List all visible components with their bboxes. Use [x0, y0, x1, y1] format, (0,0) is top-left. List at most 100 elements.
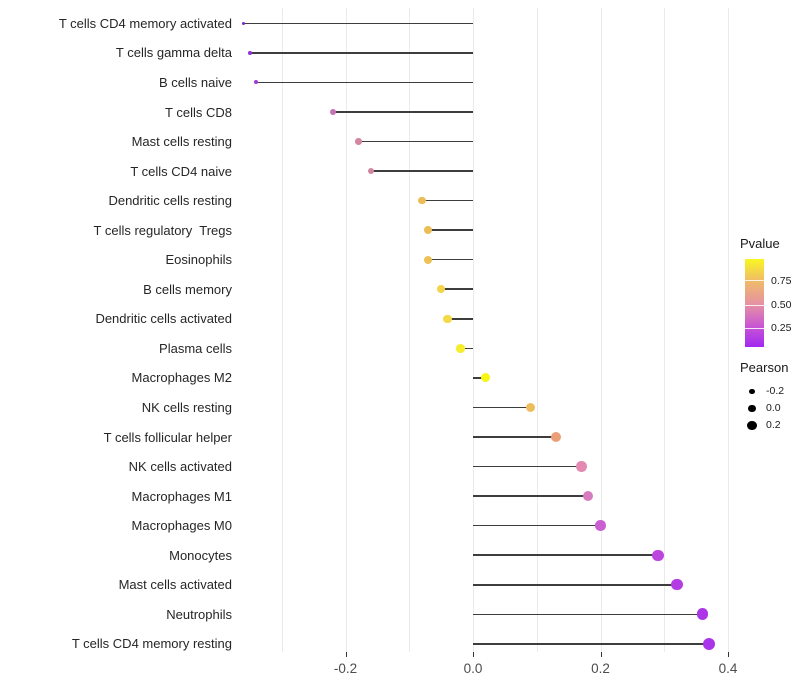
y-axis-label: Macrophages M1 [131, 488, 232, 504]
data-point [671, 578, 683, 591]
y-axis-label: Eosinophils [165, 252, 233, 268]
lollipop-stem [473, 643, 709, 645]
y-axis-label: T cells CD8 [165, 104, 232, 120]
y-axis-label: Monocytes [169, 547, 232, 563]
x-axis-tick [728, 652, 729, 657]
pvalue-gradient-bar [745, 259, 764, 347]
y-axis-label: Dendritic cells resting [108, 193, 232, 209]
lollipop-stem [473, 554, 658, 556]
data-point [443, 314, 452, 323]
pearson-legend-label: 0.2 [766, 419, 781, 431]
lollipop-stem [473, 524, 601, 527]
data-point [424, 226, 433, 235]
y-axis-label: Macrophages M2 [131, 370, 232, 386]
data-point [652, 549, 664, 561]
y-axis-label: Dendritic cells activated [95, 311, 232, 327]
pvalue-legend-tick-label: 0.25 [771, 322, 792, 335]
x-axis-tick-label: -0.2 [333, 661, 358, 676]
data-point [456, 344, 465, 353]
data-point [329, 108, 336, 115]
pearson-legend-item: 0.0 [738, 400, 800, 417]
pearson-legend-label: -0.2 [766, 385, 785, 397]
lollipop-stem [358, 140, 473, 143]
lollipop-stem [249, 52, 473, 54]
x-axis-tick [600, 652, 602, 657]
data-point [241, 21, 246, 26]
lollipop-stem [422, 199, 473, 202]
pearson-legend-item: 0.2 [738, 417, 800, 434]
y-axis-label: Plasma cells [159, 340, 232, 356]
lollipop-stem [243, 22, 473, 25]
y-axis-label: Neutrophils [166, 606, 232, 622]
pearson-legend-title: Pearson [740, 360, 789, 375]
lollipop-stem [473, 406, 531, 409]
data-point [437, 285, 446, 294]
lollipop-stem [332, 111, 473, 113]
y-axis-label: T cells CD4 memory resting [71, 636, 232, 652]
data-point [696, 608, 709, 621]
x-axis-tick [345, 652, 347, 657]
lollipop-stem [371, 170, 473, 172]
y-axis-label: T cells gamma delta [115, 45, 232, 61]
lollipop-stem [460, 347, 473, 350]
data-point [702, 637, 715, 650]
pearson-legend-dot [749, 388, 755, 395]
lollipop-stem [473, 465, 582, 468]
y-axis-label: Mast cells resting [131, 134, 232, 149]
data-point [254, 80, 259, 85]
pvalue-legend-tick-label: 0.50 [771, 299, 792, 312]
data-point [525, 402, 536, 413]
x-axis-tick-label: 0.2 [591, 661, 610, 676]
gridline [728, 8, 729, 652]
plot-panel [240, 8, 742, 652]
gridline [473, 8, 474, 652]
y-axis-label: T cells CD4 memory activated [58, 15, 232, 31]
y-axis-label: B cells naive [159, 74, 232, 90]
data-point [550, 432, 561, 442]
x-axis-tick [473, 652, 474, 657]
pvalue-legend-tick-label: 0.75 [771, 274, 792, 287]
pearson-legend-dot [748, 404, 756, 413]
data-point [576, 461, 587, 472]
lollipop-stem [473, 584, 677, 586]
y-axis-label: NK cells resting [141, 400, 232, 415]
lollipop-stem [428, 229, 473, 231]
lollipop-stem [473, 613, 703, 616]
lollipop-stem [441, 288, 473, 290]
gridline [281, 8, 283, 652]
data-point [481, 373, 491, 383]
data-point [595, 520, 606, 531]
x-axis-tick-label: 0.0 [463, 661, 483, 676]
lollipop-stem [473, 377, 486, 379]
y-axis-label: T cells CD4 naive [130, 163, 232, 179]
y-axis-label: Mast cells activated [118, 577, 232, 593]
gridline [600, 8, 602, 652]
x-axis-tick-label: 0.4 [718, 661, 738, 676]
pvalue-legend: Pvalue 0.75 0.50 0.25 [738, 236, 800, 347]
pearson-legend-dot [747, 420, 757, 431]
gridline [409, 8, 411, 652]
pvalue-legend-tick [745, 304, 764, 306]
y-axis-label: T cells regulatory Tregs [93, 222, 232, 238]
data-point [424, 255, 433, 264]
gridline [345, 8, 347, 652]
lollipop-stem [473, 495, 588, 497]
pearson-size-legend: Pearson -0.2 0.0 0.2 [738, 360, 800, 434]
pearson-legend-label: 0.0 [766, 402, 781, 414]
data-point [367, 167, 375, 175]
y-axis-label: NK cells activated [128, 459, 232, 475]
lollipop-stem [256, 81, 473, 84]
data-point [418, 196, 426, 205]
gridline [536, 8, 538, 652]
y-axis-label: B cells memory [143, 281, 232, 297]
y-axis-label: T cells follicular helper [103, 429, 232, 445]
lollipop-stem [473, 436, 556, 438]
lollipop-stem [428, 258, 473, 261]
y-axis-label: Macrophages M0 [131, 518, 232, 534]
data-point [354, 138, 362, 145]
pvalue-legend-tick [745, 327, 764, 329]
data-point [582, 490, 593, 502]
gridline [664, 8, 666, 652]
lollipop-stem [447, 318, 473, 320]
